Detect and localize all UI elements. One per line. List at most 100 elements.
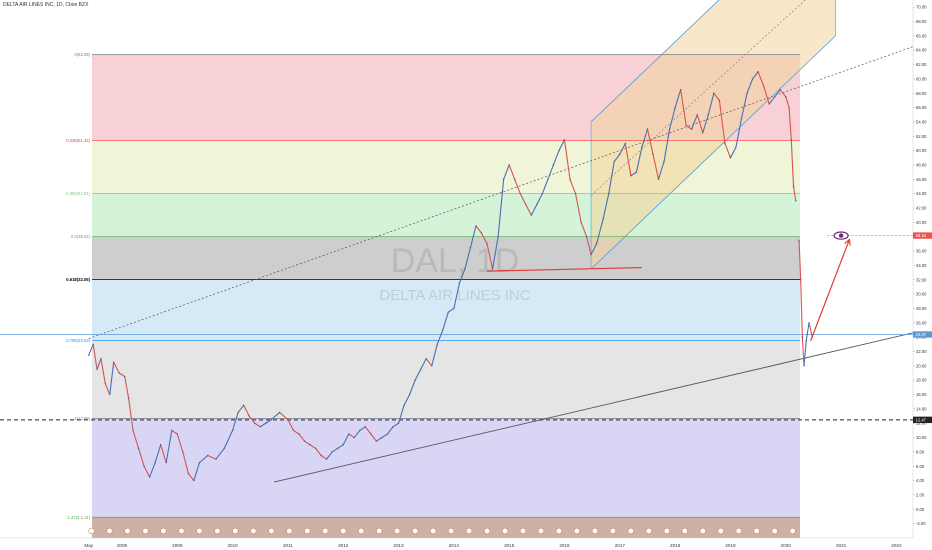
event-marker-icon[interactable] (88, 527, 95, 535)
price-point (375, 440, 378, 442)
price-point (707, 114, 710, 116)
price-point (679, 88, 682, 91)
price-point (624, 142, 627, 145)
event-marker-icon[interactable] (250, 527, 257, 535)
fib-level-label: 1(12.68) (74, 416, 90, 421)
y-tick-label: -2.00 (916, 521, 926, 526)
event-marker-icon[interactable] (465, 527, 473, 535)
event-marker-icon[interactable] (645, 527, 652, 535)
event-marker-icon[interactable] (537, 527, 545, 535)
event-marker-icon[interactable] (340, 527, 347, 535)
price-segment (508, 164, 516, 180)
price-point (104, 383, 107, 385)
price-segment (541, 179, 549, 194)
price-point (574, 192, 577, 195)
price-segment (392, 422, 399, 428)
price-point (740, 117, 743, 120)
event-marker-icon[interactable] (771, 527, 778, 535)
event-marker-icon[interactable] (573, 527, 581, 535)
price-segment (663, 129, 671, 162)
price-segment (315, 447, 322, 456)
event-marker-icon[interactable] (699, 527, 706, 535)
fib-bottom-strip (92, 517, 800, 538)
price-point (702, 132, 704, 134)
event-marker-icon[interactable] (268, 527, 275, 535)
event-marker-icon[interactable] (663, 527, 670, 535)
price-point (696, 114, 698, 116)
price-segment (270, 412, 280, 421)
price-segment (788, 107, 792, 140)
price-segment (259, 422, 267, 428)
price-point (563, 139, 566, 141)
event-marker-icon[interactable] (753, 527, 760, 535)
price-point (325, 458, 328, 460)
event-marker-icon[interactable] (555, 527, 563, 535)
event-marker-icon[interactable] (358, 527, 365, 535)
event-marker-icon[interactable] (304, 527, 311, 535)
event-marker-icon[interactable] (681, 527, 688, 535)
event-marker-icon[interactable] (789, 527, 796, 535)
event-marker-icon[interactable] (394, 527, 401, 535)
price-segment (558, 139, 565, 151)
event-marker-icon[interactable] (591, 527, 599, 535)
price-point (193, 479, 195, 482)
event-marker-icon[interactable] (196, 527, 203, 535)
event-marker-icon[interactable] (609, 527, 617, 535)
event-marker-icon[interactable] (178, 527, 185, 535)
y-tick-label: 2.00 (916, 492, 925, 497)
channel-upper-line (590, 0, 720, 123)
price-point (320, 454, 322, 457)
price-point (762, 85, 765, 87)
price-segment (519, 193, 527, 205)
event-marker-icon[interactable] (286, 527, 293, 535)
price-point (514, 178, 516, 181)
price-point (353, 436, 355, 439)
event-marker-icon[interactable] (735, 527, 742, 535)
price-segment (132, 430, 140, 449)
price-point (309, 444, 311, 446)
price-point (613, 160, 615, 163)
event-marker-icon[interactable] (232, 527, 239, 535)
price-point (88, 354, 90, 356)
projection-arrow-head (844, 238, 851, 246)
price-point (364, 426, 367, 428)
y-tick-label: 56.00 (916, 105, 927, 110)
price-point (287, 418, 289, 421)
event-marker-icon[interactable] (519, 527, 527, 535)
y-tick-label: 6.00 (916, 464, 925, 469)
price-point (278, 411, 281, 414)
event-marker-icon[interactable] (447, 527, 455, 535)
price-point (641, 146, 643, 148)
price-segment (237, 404, 245, 413)
price-point (392, 426, 394, 428)
price-point (558, 149, 560, 152)
price-segment (503, 164, 510, 180)
event-marker-icon[interactable] (106, 527, 113, 535)
event-marker-icon[interactable] (483, 527, 491, 535)
event-marker-icon[interactable] (501, 527, 509, 535)
price-segment (331, 447, 338, 453)
event-marker-icon[interactable] (376, 527, 383, 535)
x-tick-label: 2015 (504, 543, 515, 548)
x-tick-label: 2022 (891, 543, 902, 548)
y-tick-label: 58.00 (916, 91, 927, 96)
event-marker-icon[interactable] (717, 527, 724, 535)
event-marker-icon[interactable] (124, 527, 131, 535)
event-marker-icon[interactable] (142, 527, 149, 535)
x-tick-label: 2012 (338, 543, 349, 548)
price-point (536, 203, 538, 206)
price-point (663, 160, 665, 163)
price-segment (398, 405, 405, 424)
event-marker-icon[interactable] (214, 527, 221, 535)
event-marker-icon[interactable] (322, 527, 329, 535)
price-point (118, 372, 120, 374)
event-marker-icon[interactable] (430, 527, 437, 535)
event-marker-icon[interactable] (412, 527, 419, 535)
price-point (254, 422, 256, 424)
event-marker-icon[interactable] (627, 527, 634, 535)
price-point (746, 92, 748, 94)
price-point (785, 96, 787, 98)
y-tick-label: 28.00 (916, 306, 927, 311)
event-marker-icon[interactable] (160, 527, 167, 535)
